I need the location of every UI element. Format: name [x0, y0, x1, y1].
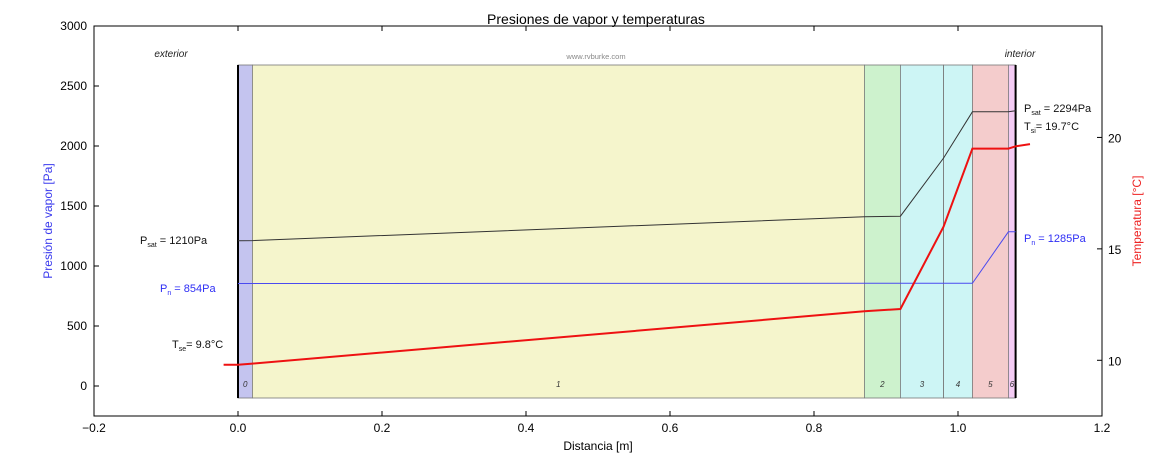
- interior-label: interior: [1005, 49, 1036, 60]
- series-line-temperature: [223, 143, 1031, 366]
- y-tick-label: 500: [67, 319, 87, 333]
- y-tick-label: 1000: [60, 259, 87, 273]
- x-tick-label: −0.2: [82, 421, 106, 435]
- layer-band-3: [900, 64, 945, 399]
- y2-axis-label: Temperatura [°C]: [1130, 176, 1144, 267]
- x-tick-label: 0.0: [230, 421, 247, 435]
- y2-tick-label: 10: [1108, 354, 1122, 368]
- x-tick-label: 1.2: [1094, 421, 1111, 435]
- x-axis-label: Distancia [m]: [563, 439, 632, 453]
- x-tick-label: 1.0: [950, 421, 967, 435]
- series-line-psat: [237, 110, 1016, 242]
- annotation-pn_ext: Pn = 854Pa: [160, 283, 216, 297]
- wall-layers: 0 1 2 3 4 5 6: [237, 64, 1017, 399]
- y-axis-label: Presión de vapor [Pa]: [41, 163, 55, 278]
- layer-band-0: [237, 64, 253, 399]
- series-line-pn: [238, 231, 1016, 284]
- y-tick-label: 0: [80, 379, 87, 393]
- x-tick-label: 0.6: [662, 421, 679, 435]
- annotation-tse: Tse= 9.8°C: [172, 339, 223, 353]
- x-tick-label: 0.2: [374, 421, 391, 435]
- layer-label-5: 5: [988, 380, 993, 389]
- layer-label-1: 1: [556, 380, 560, 389]
- layer-label-2: 2: [879, 380, 885, 389]
- annotation-pn_int: Pn = 1285Pa: [1024, 233, 1087, 247]
- plot-frame: [93, 25, 1103, 417]
- exterior-label: exterior: [154, 49, 188, 60]
- layer-label-6: 6: [1010, 380, 1015, 389]
- y-tick-label: 1500: [60, 199, 87, 213]
- data-series: [223, 110, 1031, 366]
- value-annotations: Psat = 1210Pa Pn = 854Pa Tse= 9.8°C Psat = …: [140, 103, 1092, 353]
- annotation-psat_int: Psat = 2294Pa: [1024, 103, 1092, 117]
- y2-tick-label: 15: [1108, 243, 1122, 257]
- layer-label-4: 4: [956, 380, 961, 389]
- layer-band-1: [251, 64, 865, 399]
- layer-band-5: [972, 64, 1009, 399]
- y2-tick-label: 20: [1108, 131, 1122, 145]
- x-tick-label: 0.4: [518, 421, 535, 435]
- y-tick-label: 3000: [60, 19, 87, 33]
- layer-label-3: 3: [920, 380, 925, 389]
- x-tick-label: 0.8: [806, 421, 823, 435]
- annotation-tsi: Tsi= 19.7°C: [1024, 121, 1079, 135]
- y-tick-label: 2000: [60, 139, 87, 153]
- y-tick-label: 2500: [60, 79, 87, 93]
- layer-band-2: [864, 64, 901, 399]
- annotation-psat_ext: Psat = 1210Pa: [140, 235, 208, 249]
- layer-label-0: 0: [243, 380, 248, 389]
- chart-title: Presiones de vapor y temperaturas: [487, 11, 705, 27]
- layer-band-4: [943, 64, 973, 399]
- watermark-text: www.rvburke.com: [565, 52, 625, 61]
- axes: −0.2 0.0 0.2 0.4 0.6 0.8 1.0 1.2050010001500200…: [60, 19, 1121, 435]
